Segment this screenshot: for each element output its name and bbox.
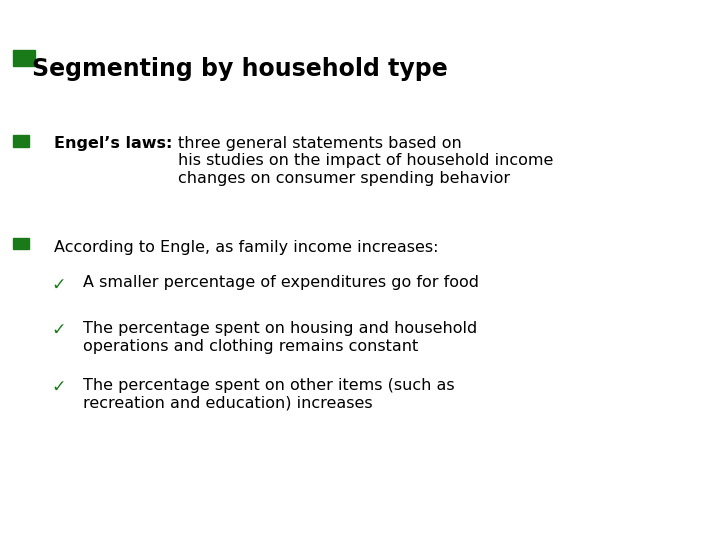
Text: three general statements based on
his studies on the impact of household income
: three general statements based on his st… [178,136,554,186]
Text: The percentage spent on other items (such as
recreation and education) increases: The percentage spent on other items (suc… [83,378,454,410]
Bar [13,50,35,66]
Bar [13,135,29,147]
Bar [13,238,29,249]
Text: ✓: ✓ [52,321,66,339]
Text: Engel’s laws:: Engel’s laws: [54,136,178,151]
Text: According to Engle, as family income increases:: According to Engle, as family income inc… [54,240,438,255]
Text: ✓: ✓ [52,275,66,293]
Text: A smaller percentage of expenditures go for food: A smaller percentage of expenditures go … [83,275,479,291]
Text: Segmenting by household type: Segmenting by household type [32,57,448,80]
Text: The percentage spent on housing and household
operations and clothing remains co: The percentage spent on housing and hous… [83,321,477,354]
Text: ✓: ✓ [52,378,66,396]
